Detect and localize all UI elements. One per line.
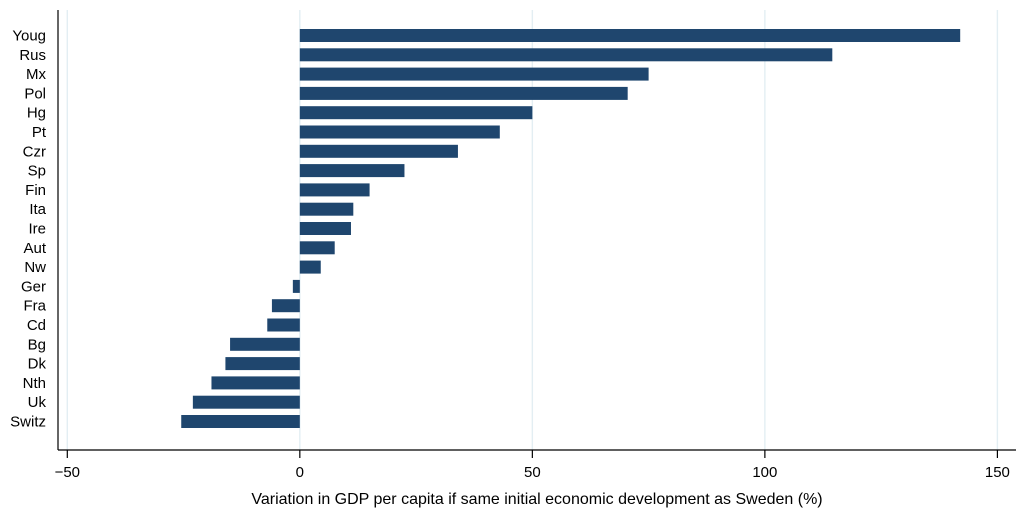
bar-fra xyxy=(271,299,300,313)
bar-nw xyxy=(299,260,321,274)
x-axis-title: Variation in GDP per capita if same init… xyxy=(251,491,822,508)
category-label-bg: Bg xyxy=(28,336,46,353)
bar-czr xyxy=(299,144,458,158)
category-label-rus: Rus xyxy=(19,47,46,64)
category-label-fra: Fra xyxy=(24,298,47,315)
category-label-nw: Nw xyxy=(24,259,46,276)
bar-ita xyxy=(299,202,354,216)
category-label-sp: Sp xyxy=(28,163,46,180)
bars xyxy=(181,29,961,428)
category-label-pol: Pol xyxy=(24,85,46,102)
x-tick-label: 100 xyxy=(752,464,777,481)
category-labels: Youg Rus Mx Pol Hg Pt Czr Sp Fin Ita Ire Aut Nw Ger Fr… xyxy=(10,28,47,431)
category-label-nth: Nth xyxy=(23,375,46,392)
bar-uk xyxy=(192,395,300,409)
bar-aut xyxy=(299,241,335,255)
category-label-ita: Ita xyxy=(29,201,46,218)
bar-switz xyxy=(181,415,300,428)
bar-pt xyxy=(299,125,500,139)
category-label-fin: Fin xyxy=(25,182,46,199)
category-label-ire: Ire xyxy=(28,221,46,238)
category-label-uk: Uk xyxy=(28,394,47,411)
category-label-cd: Cd xyxy=(27,317,46,334)
bar-fin xyxy=(299,183,370,197)
bar-ger xyxy=(292,279,300,293)
category-label-czr: Czr xyxy=(23,143,46,160)
x-tick-label: 150 xyxy=(985,464,1010,481)
bar-pol xyxy=(299,86,628,100)
category-label-youg: Youg xyxy=(12,28,46,45)
category-label-hg: Hg xyxy=(27,105,46,122)
x-axis-ticks: −50 0 50 100 150 xyxy=(55,450,1010,481)
category-label-pt: Pt xyxy=(32,124,47,141)
bar-hg xyxy=(299,106,533,120)
bar-dk xyxy=(225,357,300,371)
category-label-ger: Ger xyxy=(21,278,46,295)
bar-rus xyxy=(299,48,833,62)
bar-bg xyxy=(230,337,300,351)
bar-cd xyxy=(267,318,300,332)
category-label-switz: Switz xyxy=(10,414,46,431)
category-label-mx: Mx xyxy=(26,66,46,83)
x-tick-label: 0 xyxy=(296,464,304,481)
x-tick-label: −50 xyxy=(55,464,80,481)
bar-sp xyxy=(299,164,405,178)
x-tick-label: 50 xyxy=(524,464,541,481)
bar-youg xyxy=(299,29,961,42)
bar-nth xyxy=(211,376,300,390)
bar-mx xyxy=(299,67,649,81)
bar-ire xyxy=(299,222,351,235)
axes xyxy=(57,10,1016,451)
category-label-dk: Dk xyxy=(28,356,47,373)
category-label-aut: Aut xyxy=(23,240,46,257)
